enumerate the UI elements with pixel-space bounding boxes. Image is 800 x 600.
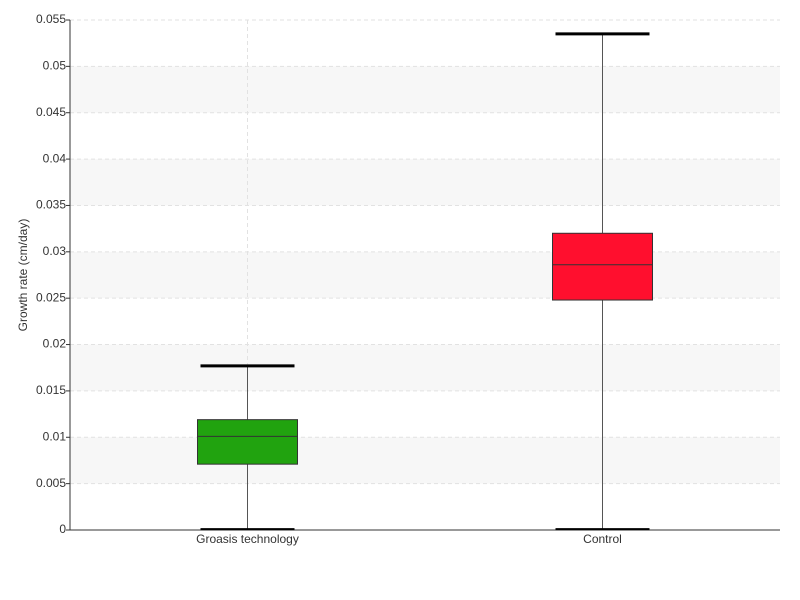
y-tick-label: 0.02 — [43, 337, 67, 351]
y-tick-label: 0.05 — [43, 59, 67, 73]
box — [552, 232, 653, 301]
y-tick-label: 0.01 — [43, 429, 67, 443]
grid-band — [70, 251, 780, 299]
grid-band — [70, 344, 780, 391]
y-axis-label: Growth rate (cm/day) — [16, 219, 30, 332]
y-tick-label: 0.03 — [43, 244, 67, 258]
y-tick-label: 0.015 — [36, 383, 66, 397]
x-tick-label: Groasis technology — [196, 532, 299, 546]
y-tick-label: 0.035 — [36, 198, 66, 212]
grid-band — [70, 66, 780, 113]
y-tick-label: 0 — [59, 522, 66, 536]
y-tick-label: 0.025 — [36, 290, 66, 304]
y-tick-label: 0.04 — [43, 151, 67, 165]
box — [197, 419, 298, 465]
grid-band — [70, 159, 780, 206]
x-tick-label: Control — [583, 532, 622, 546]
y-tick-label: 0.055 — [36, 12, 66, 26]
y-tick-label: 0.045 — [36, 105, 66, 119]
grid-band — [70, 437, 780, 484]
y-tick-label: 0.005 — [36, 476, 66, 490]
